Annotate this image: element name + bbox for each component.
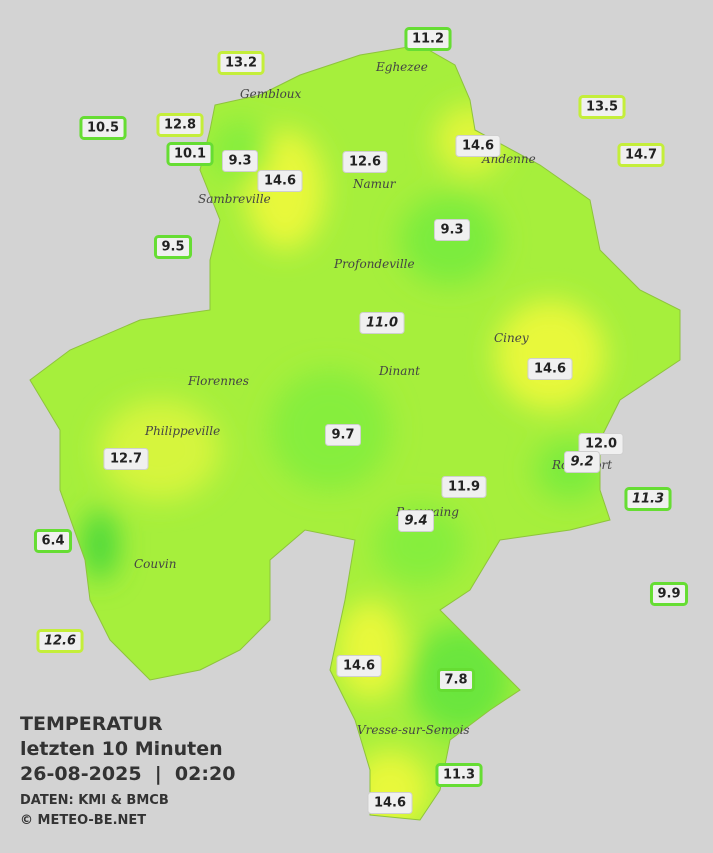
stations: 11.2 13.2 10.5 12.8 10.1 9.3 14.6 12.6 1…	[33, 27, 689, 814]
city: Sambreville	[198, 192, 271, 206]
station-value: 11.9	[448, 480, 480, 495]
station-value: 6.4	[41, 534, 64, 549]
station-box	[404, 27, 452, 51]
station-box	[649, 582, 689, 606]
station-box	[433, 219, 471, 241]
subtitle: letzten 10 Minuten	[20, 738, 223, 760]
station-value: 9.3	[440, 223, 463, 238]
title: TEMPERATUR	[20, 713, 163, 735]
station-value: 13.5	[586, 100, 618, 115]
station-box	[36, 629, 84, 653]
source: DATEN: KMI & BMCB	[20, 793, 169, 808]
city: Gembloux	[240, 87, 302, 101]
station-value: 14.6	[343, 659, 375, 674]
station-value: 11.3	[443, 768, 475, 783]
city: Ciney	[494, 331, 529, 345]
station-box	[33, 529, 73, 553]
station-value: 14.6	[374, 796, 406, 811]
city: Couvin	[134, 557, 176, 571]
station-box	[166, 142, 214, 166]
station-box	[324, 424, 362, 446]
station-value: 11.3	[632, 492, 664, 507]
station-value: 9.9	[657, 587, 680, 602]
cities: Eghezee Gembloux Andenne Namur Sambrevil…	[134, 60, 612, 737]
station-box	[397, 510, 435, 532]
station-value: 10.1	[174, 147, 206, 162]
station-box	[367, 792, 413, 814]
station-value: 9.2	[570, 455, 593, 470]
station-value: 10.5	[87, 121, 119, 136]
city: Vresse-sur-Semois	[357, 723, 470, 737]
station-box	[435, 763, 483, 787]
city: Eghezee	[375, 60, 428, 74]
city: Dinant	[378, 364, 420, 378]
copyright: © METEO-BE.NET	[20, 813, 146, 828]
station-value: 9.3	[228, 154, 251, 169]
station-box	[527, 358, 573, 380]
station-box	[563, 451, 601, 473]
station-value: 9.7	[331, 428, 354, 443]
city: Florennes	[187, 374, 249, 388]
station-box	[617, 143, 665, 167]
station-value: 12.6	[44, 634, 76, 649]
datetime: 26-08-2025 | 02:20	[20, 763, 235, 785]
city: Profondeville	[333, 257, 415, 271]
station-box	[217, 51, 265, 75]
station-box	[578, 433, 624, 455]
station-value: 14.6	[534, 362, 566, 377]
station-value: 12.6	[349, 155, 381, 170]
city: Philippeville	[144, 424, 220, 438]
station-box	[257, 170, 303, 192]
station-box	[342, 151, 388, 173]
station-value: 11.2	[412, 32, 444, 47]
station-value: 11.0	[366, 316, 398, 331]
station-value: 9.5	[161, 240, 184, 255]
station-box	[624, 487, 672, 511]
station-value: 14.7	[625, 148, 657, 163]
station-box	[103, 448, 149, 470]
city: Namur	[352, 177, 397, 191]
station-box	[153, 235, 193, 259]
station-box	[455, 135, 501, 157]
station-value: 12.0	[585, 437, 617, 452]
station-box	[359, 312, 405, 334]
station-box	[221, 150, 259, 172]
station-box	[441, 476, 487, 498]
station-box	[336, 655, 382, 677]
station-value: 14.6	[264, 174, 296, 189]
station-box	[436, 668, 476, 692]
station-value: 7.8	[444, 673, 467, 688]
station-value: 12.7	[110, 452, 142, 467]
station-box	[156, 113, 204, 137]
station-value: 12.8	[164, 118, 196, 133]
station-box	[578, 95, 626, 119]
station-box	[79, 116, 127, 140]
station-value: 13.2	[225, 56, 257, 71]
station-value: 14.6	[462, 139, 494, 154]
station-value: 9.4	[404, 514, 427, 529]
